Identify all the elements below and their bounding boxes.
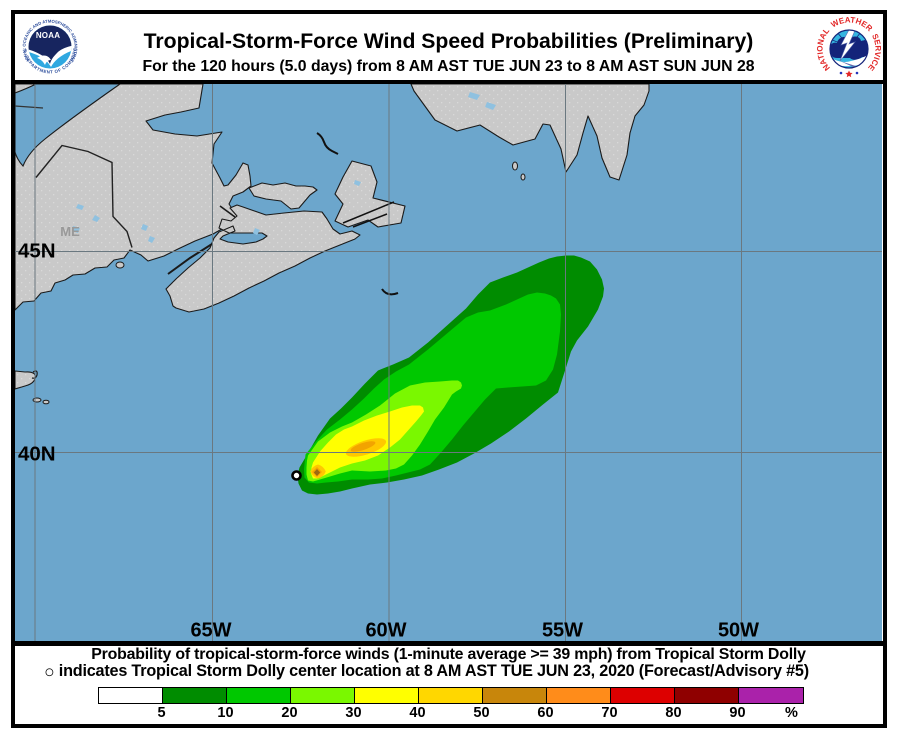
svg-text:NOAA: NOAA — [35, 31, 59, 40]
svg-text:ME: ME — [60, 224, 80, 239]
svg-text:50W: 50W — [717, 620, 758, 642]
svg-text:65W: 65W — [190, 620, 231, 642]
svg-text:60W: 60W — [365, 620, 406, 642]
svg-text:55W: 55W — [541, 620, 582, 642]
svg-text:40N: 40N — [18, 443, 56, 466]
svg-text:45N: 45N — [18, 240, 56, 263]
